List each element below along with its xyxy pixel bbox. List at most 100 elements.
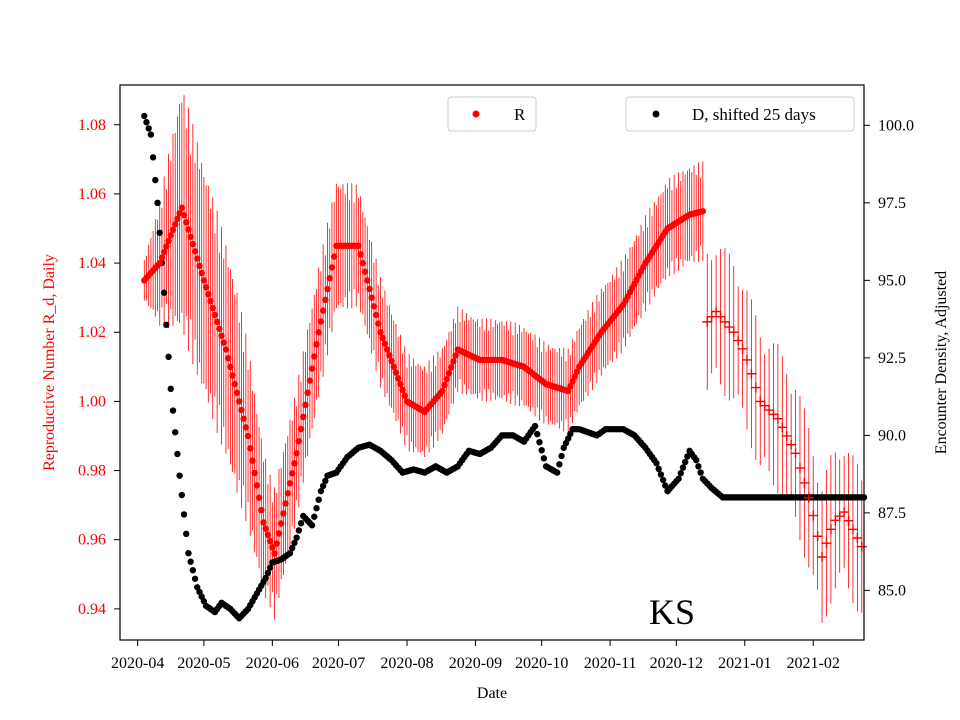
d-point xyxy=(655,465,662,473)
left-y-tick-label: 0.94 xyxy=(78,601,106,618)
r-tail-point xyxy=(847,524,858,535)
r-point xyxy=(165,237,172,245)
r-point xyxy=(231,380,239,388)
r-point xyxy=(452,352,459,359)
d-point xyxy=(311,513,318,520)
legend-d: D, shifted 25 days xyxy=(625,96,855,132)
r-tail-point xyxy=(755,396,766,407)
axes-layer: 2020-04 2020-05 2020-06 2020-07 2020-08 2020-… xyxy=(78,84,914,672)
r-point xyxy=(302,401,309,409)
r-point xyxy=(262,525,269,532)
r-point xyxy=(211,311,219,319)
d-point xyxy=(262,574,269,582)
x-tick-label: 2020-05 xyxy=(177,655,230,672)
right-y-tick-label: 92.5 xyxy=(878,350,906,367)
r-point xyxy=(218,332,225,339)
r-point xyxy=(300,413,307,421)
d-point xyxy=(295,527,303,534)
r-point xyxy=(308,365,316,372)
r-tail-point xyxy=(724,322,735,333)
r-point xyxy=(328,264,336,271)
r-point xyxy=(258,506,265,514)
r-point xyxy=(397,380,404,388)
state-annotation: KS xyxy=(649,592,695,632)
d-point xyxy=(553,469,561,476)
r-point xyxy=(198,269,205,277)
d-point xyxy=(169,407,177,414)
d-point xyxy=(171,429,179,436)
r-point xyxy=(567,382,574,390)
d-point xyxy=(264,569,272,577)
r-tail-point xyxy=(733,335,744,346)
x-tick-label: 2021-02 xyxy=(787,655,840,672)
d-point xyxy=(677,469,684,477)
x-tick-label: 2020-06 xyxy=(246,655,299,672)
r-point xyxy=(277,520,285,527)
r-tail-point xyxy=(843,515,854,526)
r-point xyxy=(244,432,252,440)
d-point xyxy=(531,422,539,430)
r-point xyxy=(286,480,294,487)
x-tick-label: 2020-12 xyxy=(650,655,703,672)
r-point xyxy=(200,277,208,284)
r-point xyxy=(238,406,245,414)
r-point xyxy=(291,460,298,467)
r-point xyxy=(569,378,576,385)
left-y-tick-label: 1.00 xyxy=(78,393,106,410)
r-point xyxy=(174,215,181,223)
r-point xyxy=(324,285,331,293)
r-point xyxy=(229,372,236,379)
d-point xyxy=(538,447,545,454)
r-point xyxy=(196,262,203,270)
r-point xyxy=(401,392,408,399)
d-point xyxy=(534,430,541,438)
r-point xyxy=(366,285,373,293)
x-tick-label: 2020-07 xyxy=(312,655,365,672)
r-point xyxy=(189,240,197,248)
x-tick-label: 2021-01 xyxy=(718,655,771,672)
d-point xyxy=(317,487,325,495)
d-point xyxy=(183,530,190,538)
r-point xyxy=(240,415,247,422)
d-point xyxy=(657,471,665,478)
r-point xyxy=(249,457,256,464)
r-point xyxy=(213,318,221,326)
d-point xyxy=(315,496,322,503)
r-series-layer xyxy=(141,204,867,563)
d-point xyxy=(156,229,163,236)
r-point xyxy=(205,291,212,298)
legend-d-frame xyxy=(625,96,855,132)
left-y-tick-label: 1.04 xyxy=(78,255,106,272)
d-point xyxy=(141,112,148,120)
r-point xyxy=(169,226,177,234)
r-point xyxy=(273,540,280,547)
d-point xyxy=(319,482,327,490)
r-point xyxy=(447,364,455,371)
r-tail-point xyxy=(799,477,810,488)
r-point xyxy=(361,268,369,275)
r-tail-point xyxy=(830,515,841,526)
r-tail-point xyxy=(821,538,832,549)
r-tail-point xyxy=(764,405,775,416)
d-point xyxy=(558,452,565,460)
r-point xyxy=(306,377,314,384)
r-point xyxy=(187,233,194,241)
x-tick-label: 2020-04 xyxy=(111,655,164,672)
right-y-axis-title: Encounter Density, Adjusted xyxy=(933,271,950,454)
left-y-tick-label: 1.02 xyxy=(78,324,106,341)
d-point xyxy=(163,321,170,328)
d-point xyxy=(180,511,188,518)
r-point xyxy=(167,232,174,239)
r-point xyxy=(216,325,223,332)
r-point xyxy=(317,318,325,325)
r-point xyxy=(439,387,446,395)
d-point xyxy=(143,119,150,126)
d-point xyxy=(289,544,296,552)
r-point xyxy=(297,425,305,433)
r-tail-point xyxy=(817,552,828,563)
r-point xyxy=(183,219,190,226)
d-point xyxy=(556,461,563,468)
r-point xyxy=(368,294,375,301)
r-point xyxy=(315,329,322,336)
r-point xyxy=(185,226,192,233)
